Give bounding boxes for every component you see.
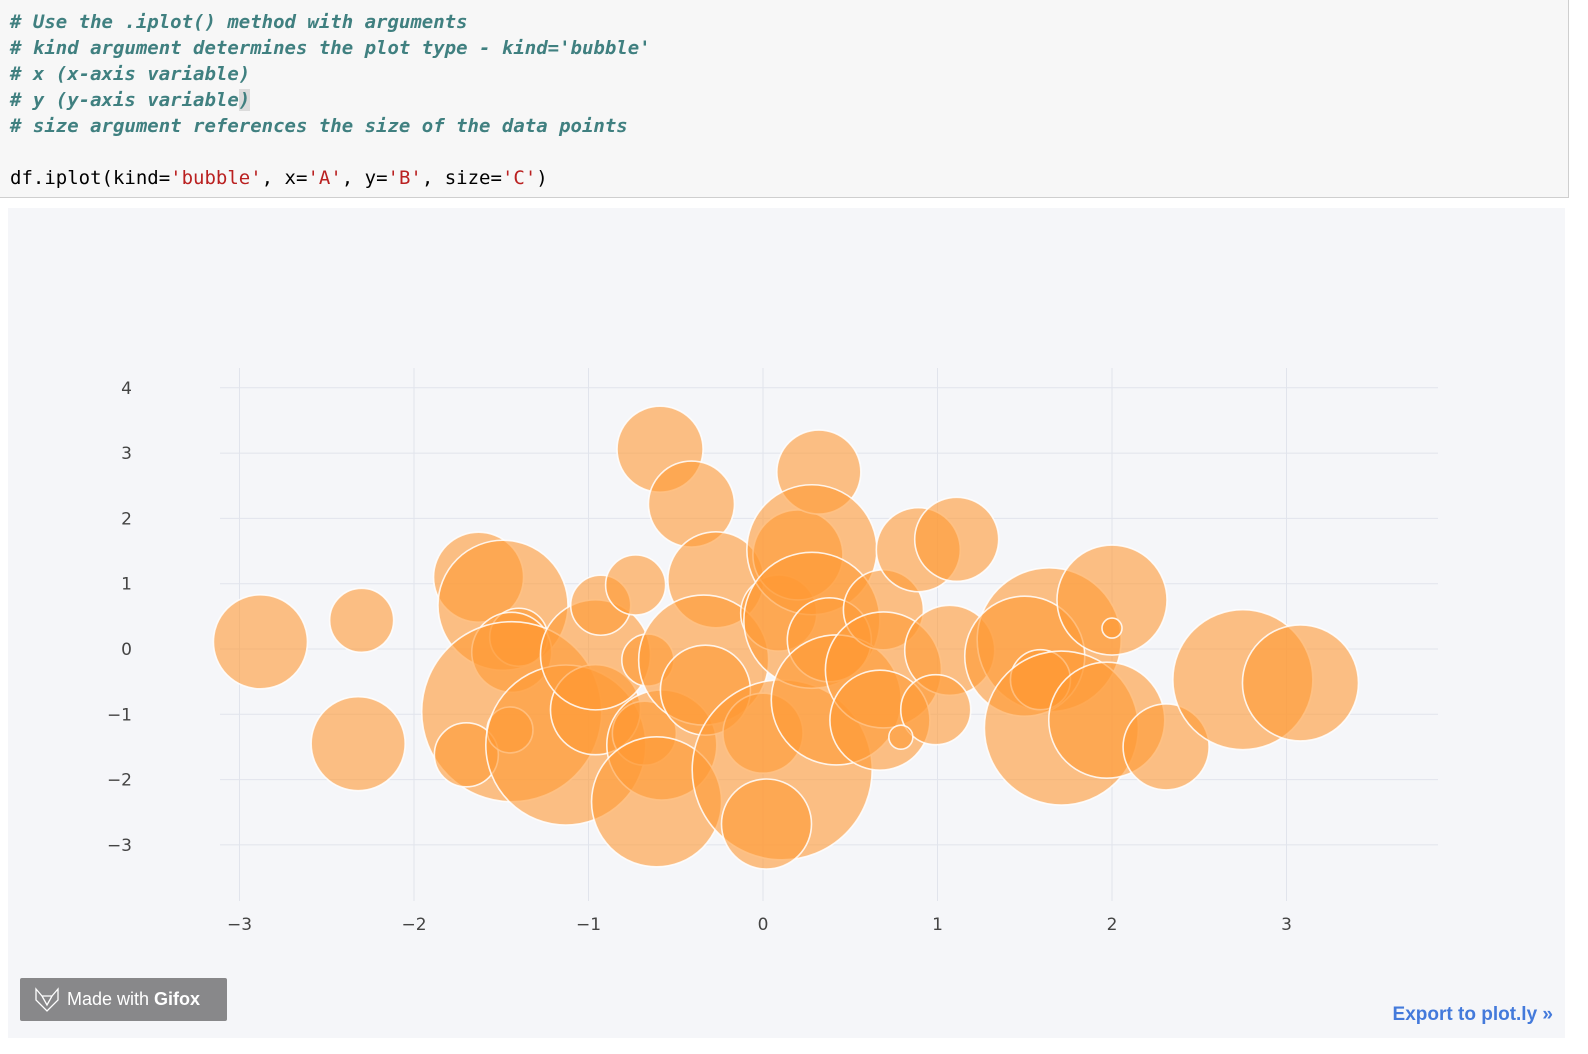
x-axis-ticks: −3 −2 −1 0 1 2 3: [227, 915, 1292, 935]
bubble-point[interactable]: [1056, 544, 1168, 656]
x-tick-label: −3: [227, 915, 252, 935]
bubble-point[interactable]: [1101, 617, 1123, 639]
bubble-point[interactable]: [604, 554, 667, 616]
bubble-point[interactable]: [1122, 703, 1210, 791]
matched-bracket: ): [238, 89, 251, 111]
bubble-point[interactable]: [328, 587, 395, 654]
bubble-point[interactable]: [720, 778, 813, 870]
gifox-watermark: Made with Gifox: [20, 978, 227, 1021]
bubble-chart[interactable]: 4 3 2 1 0 −1 −2 −3 −3 −2 −1 0 1 2 3: [8, 208, 1565, 1038]
plot-output: 4 3 2 1 0 −1 −2 −3 −3 −2 −1 0 1 2 3: [8, 208, 1565, 1038]
bubble-point[interactable]: [212, 594, 309, 690]
code-token: , size=: [421, 167, 502, 189]
watermark-brand: Gifox: [154, 989, 201, 1009]
bubble-point[interactable]: [913, 496, 1000, 583]
y-tick-label: −3: [107, 836, 132, 856]
bubble-point[interactable]: [899, 673, 972, 746]
y-tick-label: 0: [121, 640, 132, 660]
code-token: ): [536, 167, 548, 189]
x-tick-label: 1: [932, 915, 943, 935]
code-comment: # size argument references the size of t…: [10, 115, 628, 137]
bubble-point[interactable]: [888, 724, 914, 750]
y-tick-label: 1: [121, 575, 132, 595]
code-token: df.iplot(kind=: [10, 167, 171, 189]
x-tick-label: −2: [401, 915, 426, 935]
code-comment: # x (x-axis variable): [10, 63, 251, 85]
code-statement: df.iplot(kind='bubble', x='A', y='B', si…: [10, 166, 548, 190]
export-to-plotly-link[interactable]: Export to plot.ly »: [1392, 1004, 1553, 1025]
bubble-point[interactable]: [1241, 624, 1360, 742]
x-tick-label: 3: [1281, 915, 1292, 935]
y-tick-label: −2: [107, 771, 132, 791]
x-tick-label: 0: [758, 915, 769, 935]
code-comment: # Use the .iplot() method with arguments: [10, 11, 468, 33]
bubbles: [212, 405, 1360, 870]
x-tick-label: −1: [576, 915, 601, 935]
y-tick-label: −1: [107, 705, 132, 725]
x-tick-label: 2: [1107, 915, 1118, 935]
code-comment: # y (y-axis variable): [10, 88, 251, 112]
comment-text: # y (y-axis variable: [10, 89, 239, 111]
code-string: 'C': [501, 167, 537, 189]
code-token: , y=: [341, 167, 388, 189]
code-string: 'B': [387, 167, 422, 189]
code-string: 'A': [307, 167, 342, 189]
y-tick-label: 2: [121, 509, 132, 529]
code-comment: # kind argument determines the plot type…: [10, 37, 651, 59]
y-tick-label: 3: [121, 444, 132, 464]
code-cell[interactable]: # Use the .iplot() method with arguments…: [0, 0, 1569, 198]
watermark-prefix: Made with: [67, 989, 150, 1009]
bubble-point[interactable]: [310, 695, 406, 792]
y-axis-ticks: 4 3 2 1 0 −1 −2 −3: [107, 379, 132, 856]
code-string: 'bubble': [170, 167, 262, 189]
fox-logo-icon: [35, 986, 59, 1012]
code-token: , x=: [261, 167, 308, 189]
y-tick-label: 4: [121, 379, 132, 399]
